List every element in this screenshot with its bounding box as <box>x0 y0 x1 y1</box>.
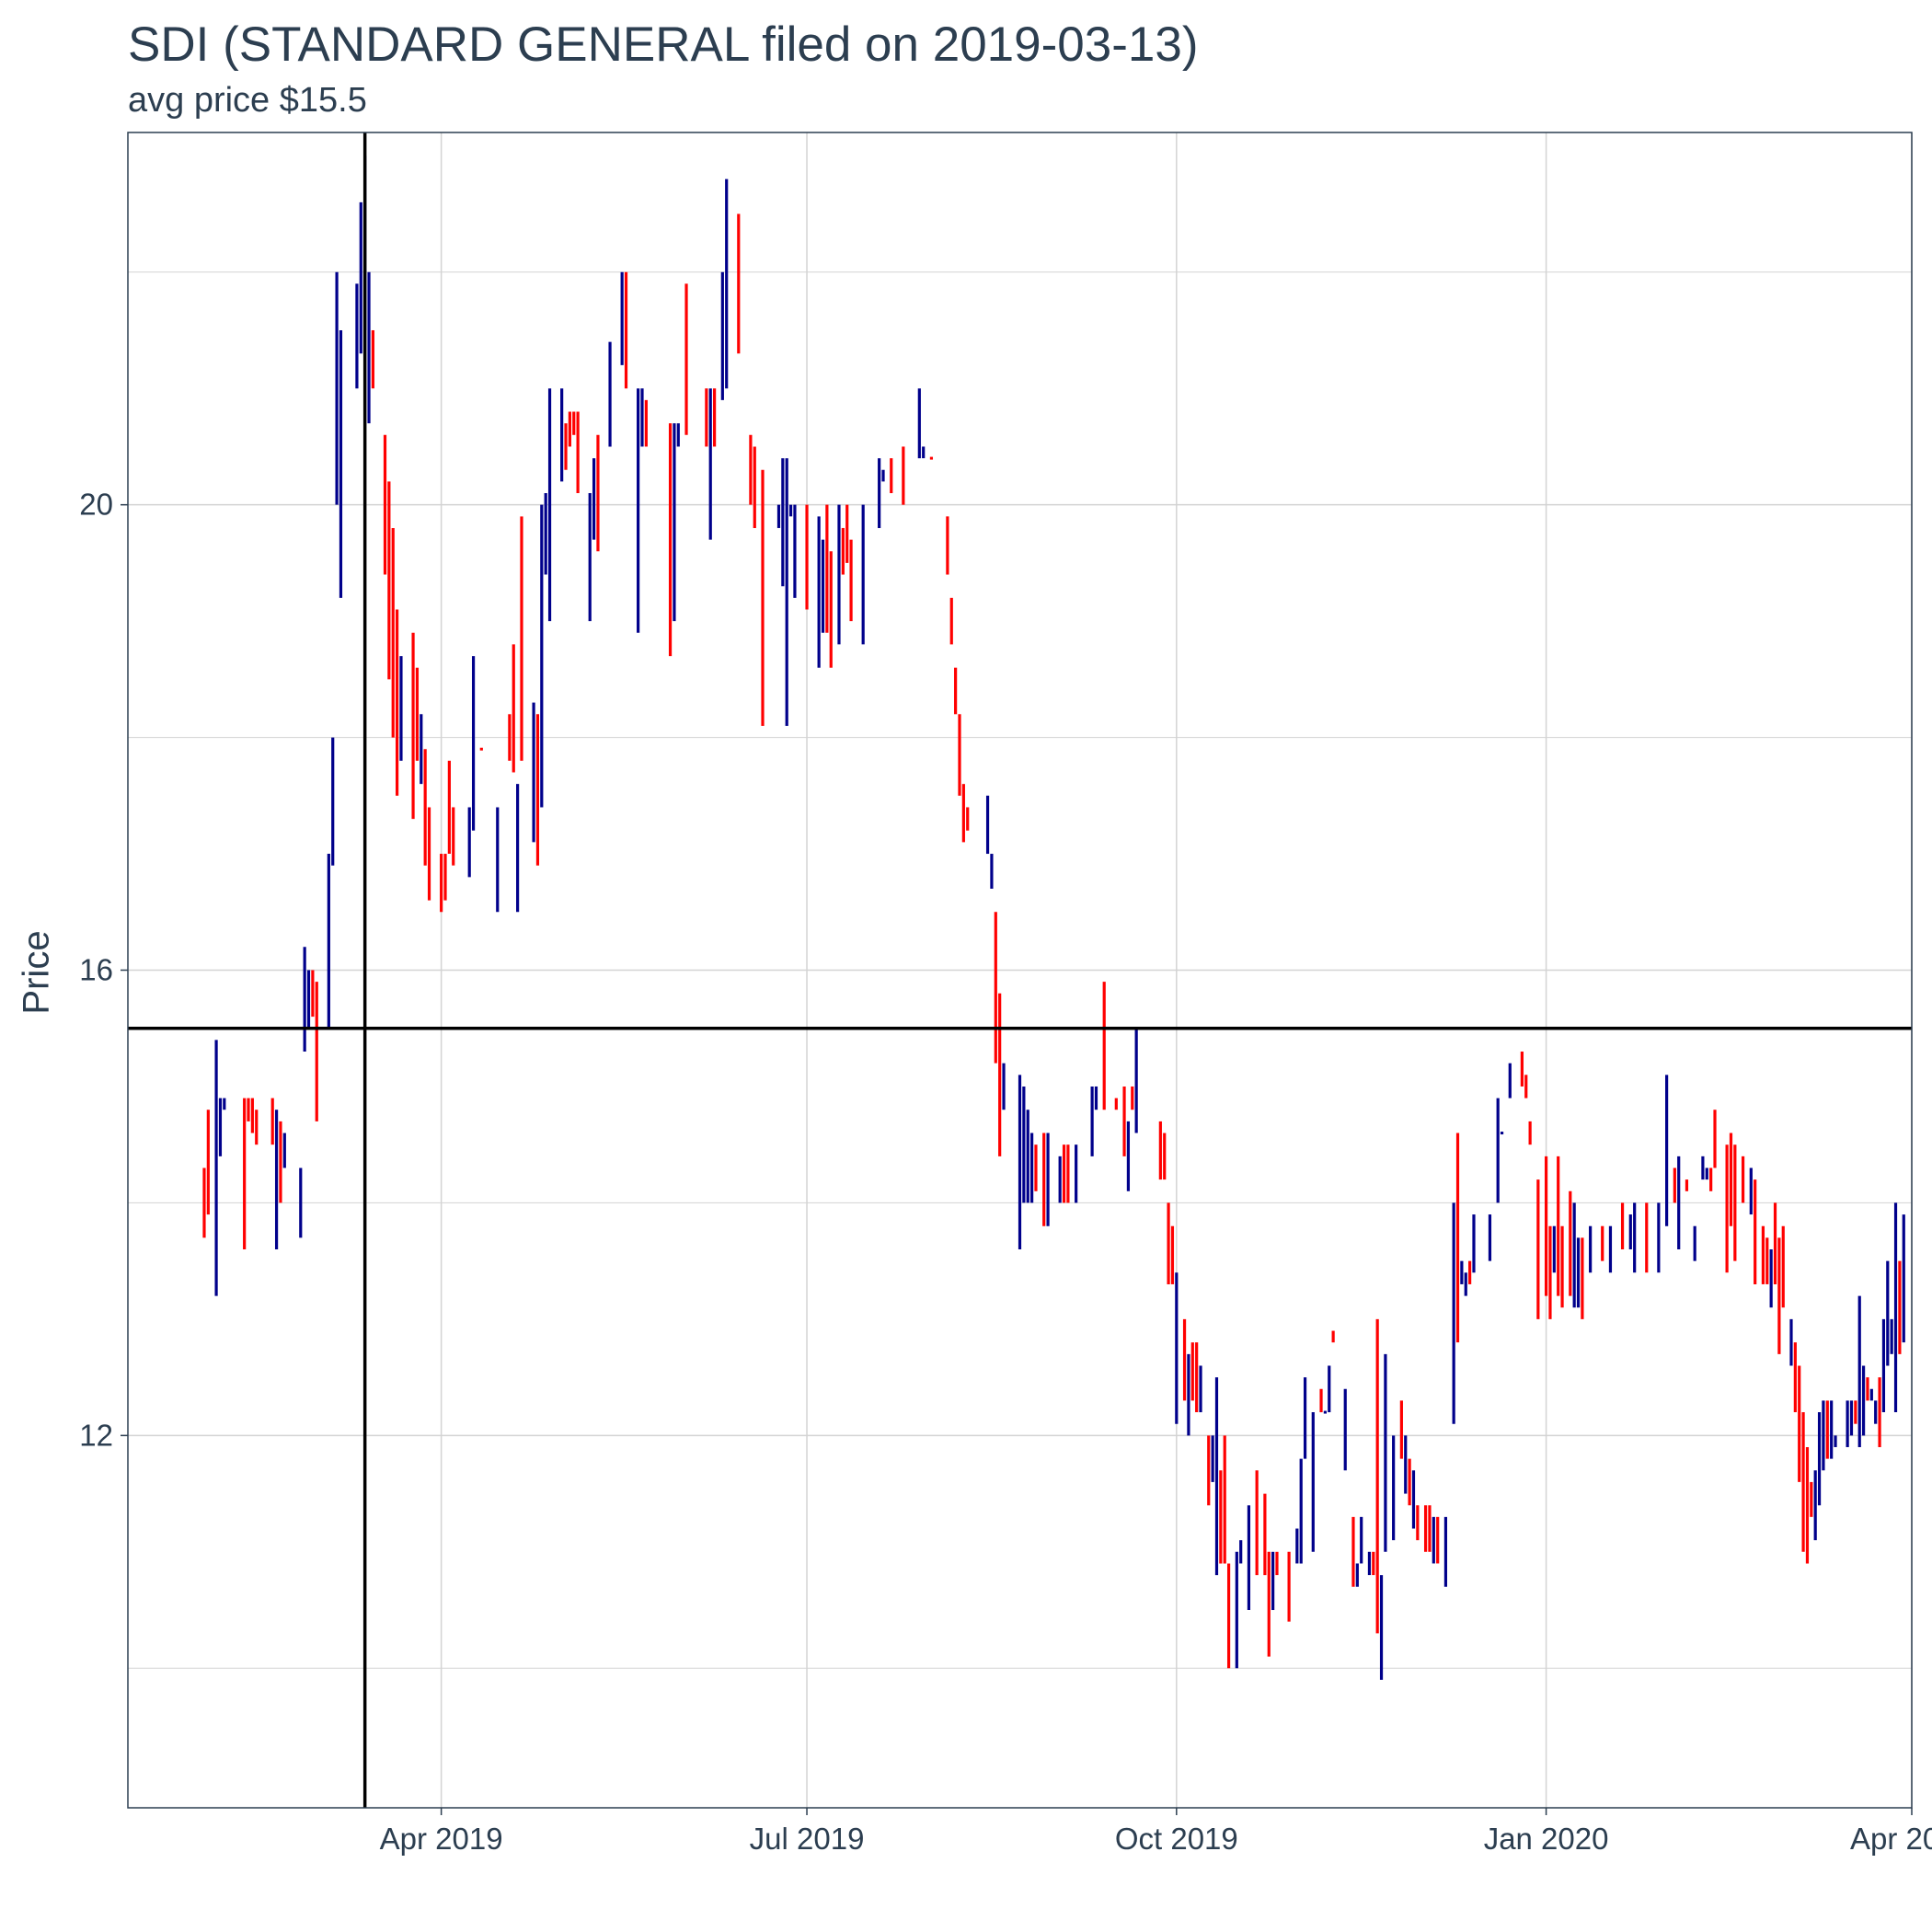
x-tick-label: Apr 2019 <box>380 1822 503 1856</box>
y-tick-label: 16 <box>79 953 113 987</box>
axis-ticks: 12 16 20 Apr 2019 Jul 2019 Oct 2019 Jan 2020 Ap… <box>79 488 1932 1856</box>
x-tick-label: Jan 2020 <box>1484 1822 1609 1856</box>
price-bars <box>202 155 1905 1680</box>
y-tick-label: 20 <box>79 488 113 522</box>
reference-lines <box>128 132 1912 1808</box>
x-tick-label: Oct 2019 <box>1115 1822 1238 1856</box>
y-tick-label: 12 <box>79 1418 113 1452</box>
x-tick-label: Apr 2020 <box>1850 1822 1932 1856</box>
grid-lines <box>128 132 1913 1808</box>
x-tick-label: Jul 2019 <box>750 1822 865 1856</box>
chart-title: SDI (STANDARD GENERAL filed on 2019-03-1… <box>128 17 1199 72</box>
chart-subtitle: avg price $15.5 <box>128 81 367 120</box>
